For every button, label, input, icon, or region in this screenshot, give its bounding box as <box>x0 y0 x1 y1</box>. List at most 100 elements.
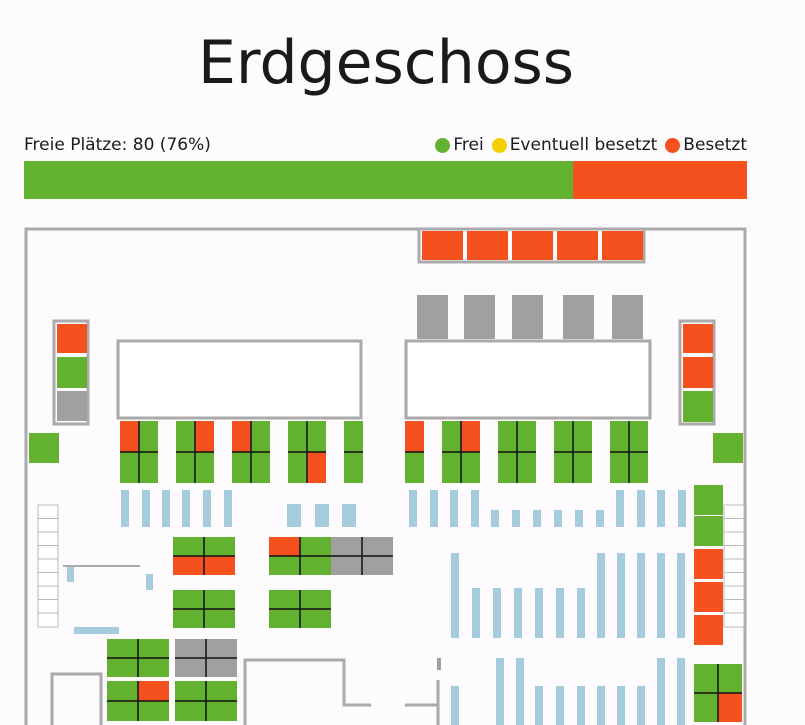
seat <box>173 556 204 575</box>
seat <box>467 231 508 260</box>
seat <box>232 421 251 452</box>
seat <box>175 701 206 721</box>
legend-dot <box>491 137 507 153</box>
legend-label: Besetzt <box>683 135 747 155</box>
rack <box>533 510 541 527</box>
rack <box>677 553 685 638</box>
wall <box>243 658 371 725</box>
rack <box>342 504 356 527</box>
rack <box>617 553 625 638</box>
rack <box>409 490 417 527</box>
rack <box>450 490 458 527</box>
post <box>437 658 441 670</box>
rack <box>146 574 153 590</box>
seat <box>176 452 195 483</box>
rack <box>315 504 329 527</box>
rack <box>577 588 585 638</box>
seat <box>300 609 331 628</box>
seat <box>120 421 139 452</box>
seat <box>269 556 300 575</box>
seat <box>307 421 326 452</box>
seat <box>498 421 517 452</box>
seat <box>204 537 235 556</box>
seat <box>107 681 138 701</box>
seat <box>195 421 214 452</box>
seat <box>331 537 362 556</box>
rack <box>512 510 520 527</box>
seat <box>173 609 204 628</box>
seat <box>138 639 169 658</box>
rack <box>493 588 501 638</box>
seat <box>442 421 461 452</box>
seat <box>405 452 424 483</box>
seat <box>610 452 629 483</box>
rack <box>224 490 232 527</box>
legend-item: Frei <box>435 135 484 155</box>
seat <box>694 549 723 579</box>
rack <box>637 686 645 725</box>
rack <box>182 490 190 527</box>
block <box>464 295 495 339</box>
rack <box>451 553 459 638</box>
rack <box>617 686 625 725</box>
seat <box>683 391 713 422</box>
seat <box>269 609 300 628</box>
seat <box>610 421 629 452</box>
seat <box>422 231 463 260</box>
legend-item: Besetzt <box>665 135 747 155</box>
seat <box>442 452 461 483</box>
stall <box>37 504 59 628</box>
seat <box>251 452 270 483</box>
stall <box>723 504 745 628</box>
seat <box>57 324 87 353</box>
rack <box>451 686 459 725</box>
rack <box>575 510 583 527</box>
seat <box>269 590 300 609</box>
seat <box>344 421 363 452</box>
rack <box>637 553 645 638</box>
seat <box>694 693 718 722</box>
rack <box>142 490 150 527</box>
seat <box>107 639 138 658</box>
seat <box>175 658 206 677</box>
rack <box>67 566 74 582</box>
rack <box>491 510 499 527</box>
seat <box>517 452 536 483</box>
seat <box>405 421 424 452</box>
free-seats: Freie Plätze: 80 (76%) <box>24 135 211 155</box>
legend-dot <box>665 137 681 153</box>
legend-dot <box>435 137 451 153</box>
rack <box>678 490 686 527</box>
seat <box>173 537 204 556</box>
occupancy-bar <box>24 161 747 199</box>
seat <box>694 485 723 515</box>
rack <box>637 490 645 527</box>
seat <box>498 452 517 483</box>
seat <box>107 658 138 677</box>
block <box>512 295 543 339</box>
seat <box>206 701 237 721</box>
seat <box>138 658 169 677</box>
seat <box>629 421 648 452</box>
wall <box>24 227 747 725</box>
seat <box>573 421 592 452</box>
seat <box>694 582 723 612</box>
seat <box>331 556 362 575</box>
rack <box>535 686 543 725</box>
seat <box>300 537 331 556</box>
seat <box>694 664 718 693</box>
legend-label: Eventuell besetzt <box>509 135 658 155</box>
seat <box>195 452 214 483</box>
rack <box>596 510 604 527</box>
rack <box>514 588 522 638</box>
seat <box>204 556 235 575</box>
table <box>116 339 363 420</box>
seat <box>344 452 363 483</box>
seat <box>204 590 235 609</box>
wall <box>50 672 103 725</box>
seat <box>176 421 195 452</box>
rack <box>556 686 564 725</box>
seat <box>300 590 331 609</box>
seat <box>57 357 87 388</box>
seat <box>138 681 169 701</box>
